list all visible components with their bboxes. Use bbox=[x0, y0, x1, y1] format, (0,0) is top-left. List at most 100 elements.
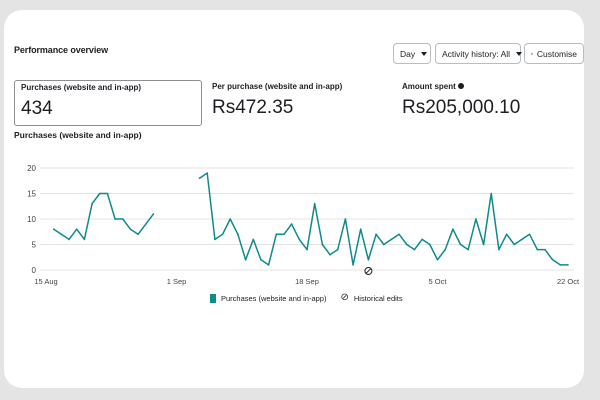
data-point bbox=[237, 233, 239, 236]
data-point bbox=[559, 264, 562, 266]
data-point bbox=[405, 243, 408, 246]
metric-value: Rs205,000.10 bbox=[402, 97, 521, 118]
data-point bbox=[306, 248, 308, 251]
data-point bbox=[536, 248, 539, 251]
customise-icon bbox=[531, 52, 533, 55]
data-point bbox=[290, 223, 293, 225]
performance-card bbox=[4, 10, 584, 388]
data-point bbox=[390, 238, 393, 241]
chevron-down-icon bbox=[421, 51, 428, 56]
data-point bbox=[475, 218, 477, 220]
data-point bbox=[206, 172, 209, 174]
data-point bbox=[214, 238, 216, 241]
data-point bbox=[375, 233, 377, 236]
data-point bbox=[436, 259, 439, 261]
y-tick-label: 5 bbox=[32, 241, 37, 250]
data-point bbox=[452, 228, 454, 230]
data-point bbox=[459, 243, 462, 246]
x-tick-label: 5 Oct bbox=[429, 277, 448, 286]
metric-label: Purchases (website and in-app) bbox=[21, 83, 142, 92]
x-tick-label: 22 Oct bbox=[557, 277, 580, 286]
data-point bbox=[68, 238, 70, 241]
legend-label: Purchases (website and in-app) bbox=[221, 293, 327, 303]
data-point bbox=[267, 264, 270, 266]
data-point bbox=[152, 213, 155, 215]
data-point bbox=[229, 218, 232, 220]
data-point bbox=[528, 233, 531, 236]
data-point bbox=[283, 233, 285, 236]
data-point bbox=[359, 228, 362, 230]
chart-legend: Purchases (website and in-app) ⊘ Histori… bbox=[210, 293, 403, 303]
customise-label: Customise bbox=[536, 48, 577, 59]
chart-title: Purchases (website and in-app) bbox=[14, 130, 142, 140]
metric-label: Per purchase (website and in-app) bbox=[212, 82, 343, 91]
data-point bbox=[260, 259, 262, 261]
data-point bbox=[513, 243, 516, 246]
data-point bbox=[398, 233, 400, 236]
y-tick-label: 15 bbox=[27, 190, 36, 199]
metric-amount-spent[interactable]: Amount spent Rs205,000.10 bbox=[402, 80, 582, 126]
data-point bbox=[567, 264, 569, 266]
data-point bbox=[467, 248, 470, 251]
x-tick-label: 1 Sep bbox=[167, 277, 187, 286]
data-point bbox=[344, 218, 347, 220]
metric-value: Rs472.35 bbox=[212, 97, 294, 118]
metric-label: Amount spent bbox=[402, 82, 464, 91]
data-point bbox=[252, 238, 255, 241]
data-point bbox=[52, 228, 55, 230]
historical-edit-icon: ⊘ bbox=[340, 292, 349, 303]
page-title: Performance overview bbox=[14, 45, 109, 55]
y-tick-label: 0 bbox=[32, 266, 37, 275]
data-point bbox=[429, 243, 431, 246]
data-point bbox=[144, 223, 147, 225]
x-tick-label: 18 Sep bbox=[295, 277, 319, 286]
customise-button[interactable]: Customise bbox=[524, 43, 584, 64]
data-point bbox=[382, 243, 385, 246]
day-dropdown-label: Day bbox=[400, 48, 416, 59]
legend-swatch bbox=[210, 293, 216, 303]
data-point bbox=[137, 233, 139, 236]
data-point bbox=[91, 202, 93, 205]
data-point bbox=[313, 202, 316, 205]
data-point bbox=[444, 248, 446, 251]
data-point bbox=[413, 248, 416, 251]
data-point bbox=[106, 192, 109, 195]
data-point bbox=[298, 238, 301, 241]
data-point bbox=[505, 233, 508, 236]
metric-purchases[interactable]: Purchases (website and in-app) 434 bbox=[14, 80, 202, 126]
info-icon[interactable] bbox=[457, 83, 464, 89]
data-point bbox=[121, 218, 124, 220]
data-point bbox=[490, 192, 493, 195]
activity-history-dropdown[interactable]: Activity history: All bbox=[435, 43, 523, 64]
data-point bbox=[367, 259, 370, 261]
data-point bbox=[551, 259, 554, 261]
data-point bbox=[198, 177, 201, 179]
data-point bbox=[114, 218, 116, 220]
legend-item-purchases[interactable]: Purchases (website and in-app) bbox=[210, 293, 327, 303]
legend-item-historical-edits[interactable]: ⊘ Historical edits bbox=[340, 293, 402, 303]
data-point bbox=[129, 228, 132, 230]
legend-label: Historical edits bbox=[353, 293, 403, 303]
data-point bbox=[275, 233, 278, 236]
metric-value: 434 bbox=[21, 98, 53, 119]
chevron-down-icon bbox=[516, 51, 523, 56]
data-point bbox=[329, 253, 331, 256]
data-point bbox=[244, 259, 247, 261]
metric-label-text: Amount spent bbox=[402, 82, 456, 91]
data-point bbox=[352, 264, 354, 266]
data-point bbox=[421, 238, 423, 241]
metric-per-purchase[interactable]: Per purchase (website and in-app) Rs472.… bbox=[212, 80, 392, 126]
data-point bbox=[544, 248, 546, 251]
data-point bbox=[221, 233, 224, 236]
data-point bbox=[336, 248, 339, 251]
day-dropdown[interactable]: Day bbox=[393, 43, 431, 64]
y-tick-label: 20 bbox=[27, 164, 36, 173]
data-point bbox=[60, 233, 63, 236]
x-tick-label: 15 Aug bbox=[34, 277, 57, 286]
data-point bbox=[482, 243, 485, 246]
data-point bbox=[98, 192, 101, 195]
data-point bbox=[521, 238, 523, 241]
y-tick-label: 10 bbox=[27, 215, 36, 224]
historical-edit-marker-slash bbox=[365, 268, 371, 274]
